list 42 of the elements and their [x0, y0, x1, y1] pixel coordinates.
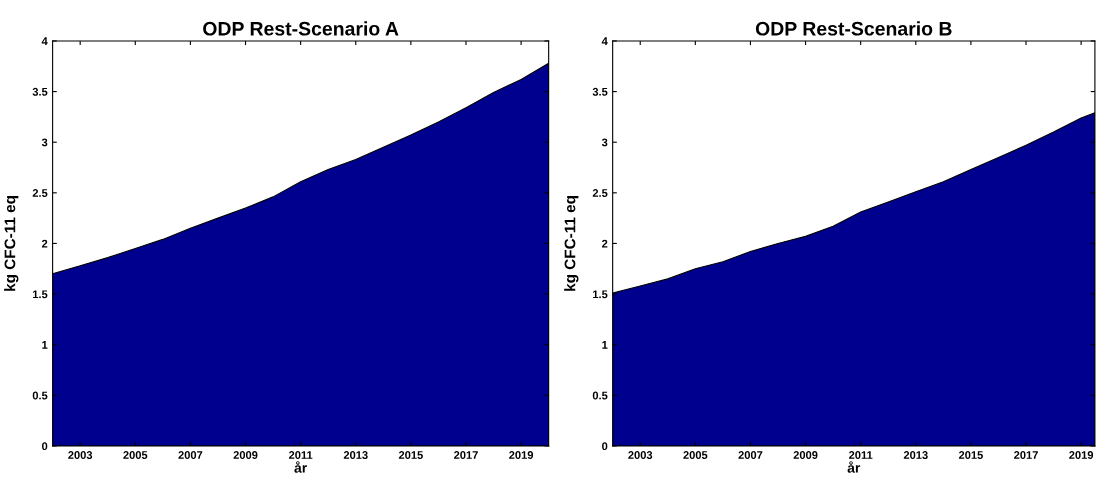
x-tick-label: 2013: [343, 451, 368, 459]
x-tick-label: 2003: [628, 451, 653, 459]
x-axis-title: år: [294, 461, 307, 473]
x-tick-label: 2019: [509, 451, 534, 459]
y-tick-label: 4: [601, 37, 608, 45]
y-tick-label: 0.5: [32, 391, 48, 400]
x-tick-label: 2007: [178, 451, 203, 459]
chart-title: ODP Rest-Scenario B: [755, 21, 952, 36]
x-tick-label: 2005: [683, 451, 708, 459]
y-axis-title: kg CFC-11 eq: [564, 196, 579, 291]
x-tick-label: 2019: [1069, 451, 1094, 459]
x-tick-label: 2013: [903, 451, 928, 459]
x-axis-title: år: [847, 461, 861, 473]
x-tick-label: 2015: [398, 451, 423, 459]
y-tick-label: 2.5: [592, 189, 608, 197]
x-tick-label: 2015: [958, 451, 983, 459]
y-tick-label: 3.5: [592, 87, 608, 96]
x-tick-label: 2017: [1014, 451, 1038, 459]
x-tick-label: 2005: [123, 451, 148, 459]
x-tick-label: 2009: [233, 451, 258, 459]
y-tick-label: 1.5: [33, 290, 48, 299]
x-tick-label: 2009: [793, 451, 818, 459]
y-axis-title: kg CFC-11 eq: [4, 196, 19, 291]
y-tick-label: 3: [41, 138, 48, 147]
y-tick-label: 3.5: [32, 87, 48, 96]
y-tick-label: 0.5: [592, 391, 608, 400]
y-tick-label: 1: [42, 341, 48, 349]
x-tick-label: 2011: [849, 451, 873, 459]
y-tick-label: 1.5: [593, 290, 608, 299]
y-tick-label: 4: [41, 37, 48, 45]
x-tick-label: 2007: [738, 451, 763, 459]
y-tick-label: 2: [602, 239, 608, 248]
y-tick-label: 0: [42, 442, 48, 451]
x-tick-label: 2003: [68, 451, 93, 459]
y-tick-label: 2: [41, 239, 48, 248]
y-tick-label: 2.5: [32, 189, 48, 197]
y-tick-label: 1: [602, 341, 608, 349]
y-tick-label: 0: [602, 442, 608, 451]
x-tick-label: 2017: [454, 451, 478, 459]
chart-title: ODP Rest-Scenario A: [203, 21, 399, 36]
x-tick-label: 2011: [288, 451, 313, 459]
y-tick-label: 3: [601, 138, 608, 147]
